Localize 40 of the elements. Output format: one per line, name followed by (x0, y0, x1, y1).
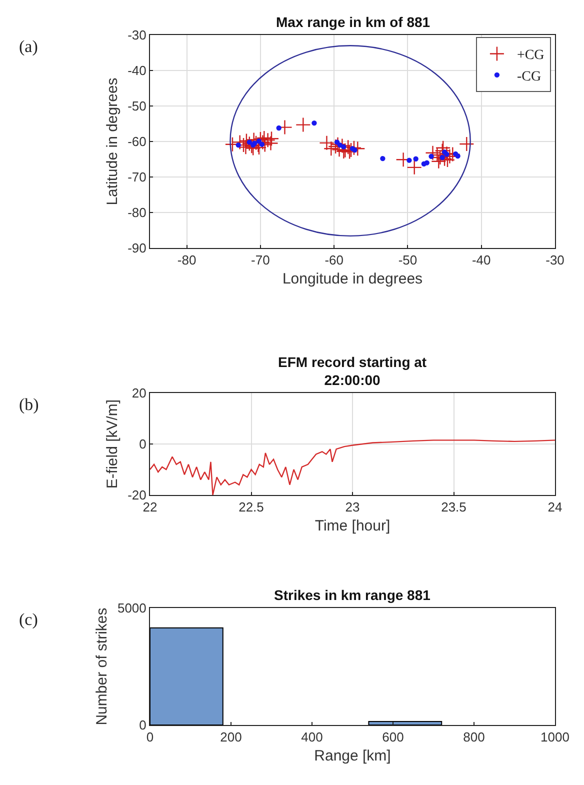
x-tick-label: 23 (345, 500, 360, 515)
y-tick-label: -90 (128, 240, 146, 256)
legend-label: -CG (516, 69, 542, 84)
x-tick-label: 800 (463, 730, 485, 745)
x-tick-label: -70 (251, 252, 270, 268)
x-tick-label: 23.5 (441, 500, 466, 515)
y-tick-label: -50 (128, 98, 146, 114)
x-tick-label: -50 (398, 252, 418, 268)
y-tick-label: 0 (139, 436, 146, 452)
x-axis-title: Range [km] (314, 748, 391, 765)
x-tick-label: 24 (548, 500, 562, 515)
chart-title: Strikes in km range 881 (274, 587, 431, 603)
y-tick-label: 20 (132, 386, 146, 401)
x-tick-label: -40 (472, 252, 491, 268)
x-tick-label: -60 (324, 252, 344, 268)
x-tick-label: 1000 (540, 730, 570, 745)
y-tick-label: -30 (128, 28, 146, 43)
x-tick-label: -30 (546, 252, 564, 268)
y-tick-label: -60 (128, 134, 146, 150)
x-tick-label: -80 (177, 252, 196, 268)
text: (b) (19, 395, 39, 414)
chart-title: EFM record starting at 22:00:00 (278, 354, 427, 388)
x-axis-title: Longitude in degrees (282, 270, 423, 288)
y-axis-title: Latitude in degrees (104, 78, 121, 206)
chart-title: Max range in km of 881 (276, 14, 430, 30)
text: (a) (19, 37, 38, 56)
x-tick-label: 22.5 (238, 500, 264, 515)
x-axis-title: Time [hour] (314, 518, 390, 535)
text: (c) (19, 610, 38, 629)
y-axis-title: Number of strikes (94, 608, 111, 726)
y-tick-label: 0 (139, 718, 146, 733)
y-tick-label: -40 (128, 63, 146, 78)
y-tick-label: -70 (128, 170, 146, 185)
x-tick-label: 600 (382, 730, 404, 745)
y-tick-label: 5000 (117, 600, 146, 616)
y-axis-title: E-field [kV/m] (104, 399, 121, 489)
x-tick-label: 200 (220, 730, 242, 745)
x-tick-label: 400 (301, 730, 323, 745)
legend-label: +CG (516, 48, 544, 64)
y-tick-label: -80 (128, 205, 146, 220)
